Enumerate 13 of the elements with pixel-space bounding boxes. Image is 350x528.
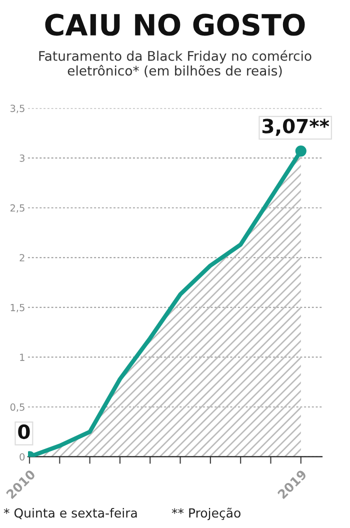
y-tick-label: 2 — [20, 254, 24, 262]
data-label: 3,07** — [262, 118, 330, 136]
chart-title: CAIU NO GOSTO — [45, 14, 305, 36]
chart-subtitle: Faturamento da Black Friday no comércio eletrônico* (em bilhões de reais) — [39, 50, 312, 78]
y-tick-label: 3,5 — [10, 104, 24, 114]
y-tick-label: 0 — [20, 453, 25, 461]
y-tick-label: 0,5 — [10, 403, 24, 412]
text: * Quinta e sexta-feira — [4, 508, 137, 520]
y-tick-label: 1 — [20, 354, 24, 361]
text: ** Projeção — [172, 508, 240, 520]
y-tick-label: 3 — [20, 154, 24, 162]
y-tick-label: 2,5 — [10, 204, 24, 213]
y-tick-label: 1,5 — [10, 304, 24, 312]
